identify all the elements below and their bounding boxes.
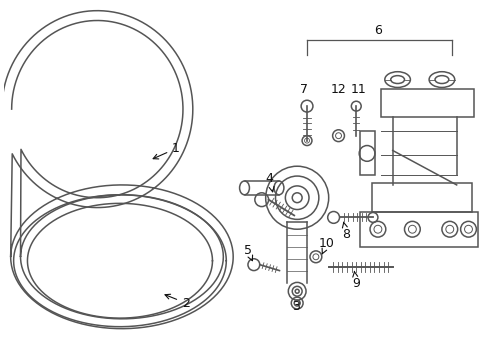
Text: 11: 11 — [350, 83, 366, 96]
Text: 5: 5 — [244, 244, 252, 261]
Text: 1: 1 — [153, 142, 180, 159]
Text: 2: 2 — [165, 294, 190, 310]
Text: 9: 9 — [352, 271, 360, 290]
Text: 4: 4 — [266, 171, 274, 192]
Text: 8: 8 — [343, 222, 350, 240]
Text: 3: 3 — [292, 300, 300, 312]
Text: 7: 7 — [300, 83, 308, 96]
Text: 10: 10 — [319, 238, 335, 254]
Text: 12: 12 — [331, 83, 346, 96]
Text: 6: 6 — [374, 24, 382, 37]
